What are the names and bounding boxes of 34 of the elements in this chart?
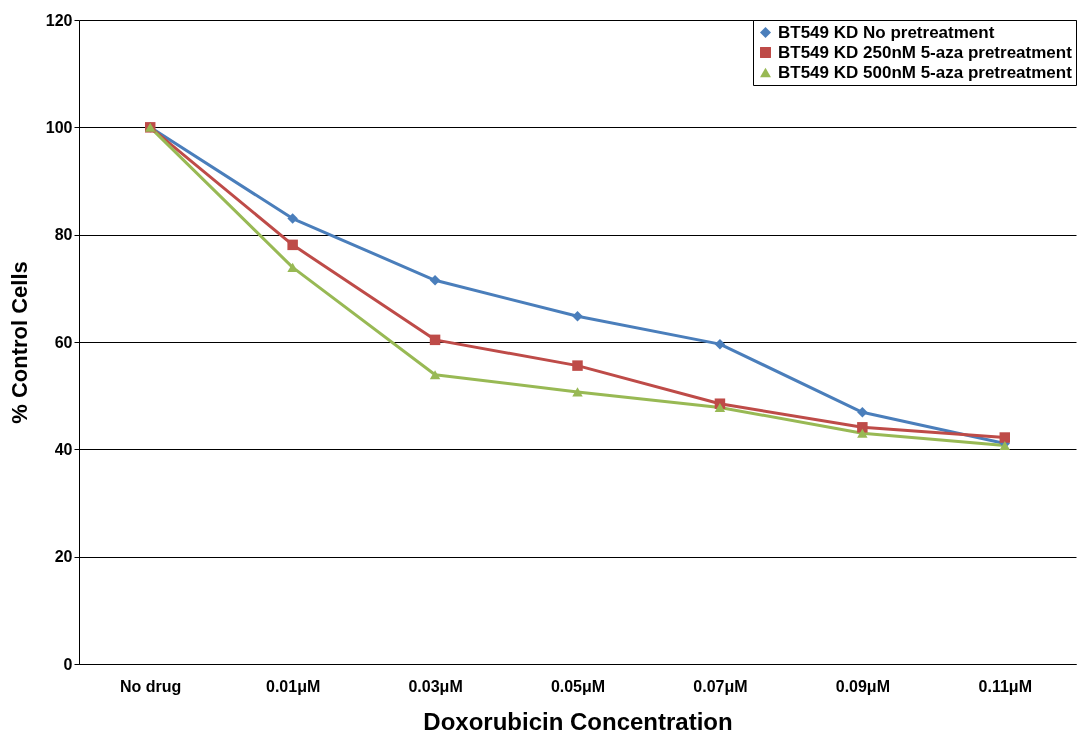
x-tick-label: 0.05μM <box>550 677 606 695</box>
legend-label: BT549 KD 500nM 5-aza pretreatment <box>778 62 1073 82</box>
y-tick-label: 120 <box>45 11 73 29</box>
point <box>572 387 583 397</box>
x-tick-label: 0.01μM <box>266 677 321 695</box>
x-tick-label: 0.07μM <box>693 677 748 695</box>
y-tick-label: 60 <box>54 333 73 351</box>
point <box>287 239 298 251</box>
point <box>857 407 868 418</box>
point <box>857 422 868 433</box>
y-tick-label: 20 <box>54 548 73 566</box>
y-tick-label: 100 <box>45 118 73 136</box>
point <box>999 432 1011 443</box>
point <box>429 334 441 346</box>
point <box>287 262 298 272</box>
x-tick-label: 0.03μM <box>408 677 463 695</box>
point <box>287 213 298 224</box>
point <box>572 360 583 371</box>
x-tick-label: No drug <box>120 677 182 695</box>
point <box>429 370 441 380</box>
point <box>857 428 868 438</box>
y-tick-label: 80 <box>54 226 73 244</box>
y-tick-label: 0 <box>63 655 73 673</box>
x-tick-label: 0.09μM <box>835 677 890 695</box>
point <box>714 338 726 350</box>
y-axis-title: % Control Cells <box>6 261 32 424</box>
point <box>429 275 441 286</box>
y-tick-label: 40 <box>54 440 73 458</box>
x-tick-label: 0.11μM <box>978 677 1032 695</box>
legend-label: BT549 KD No pretreatment <box>778 22 995 42</box>
legend-label: BT549 KD 250nM 5-aza pretreatment <box>778 42 1073 62</box>
point <box>572 311 583 322</box>
point <box>714 402 726 413</box>
x-axis-title: Doxorubicin Concentration <box>423 707 733 735</box>
